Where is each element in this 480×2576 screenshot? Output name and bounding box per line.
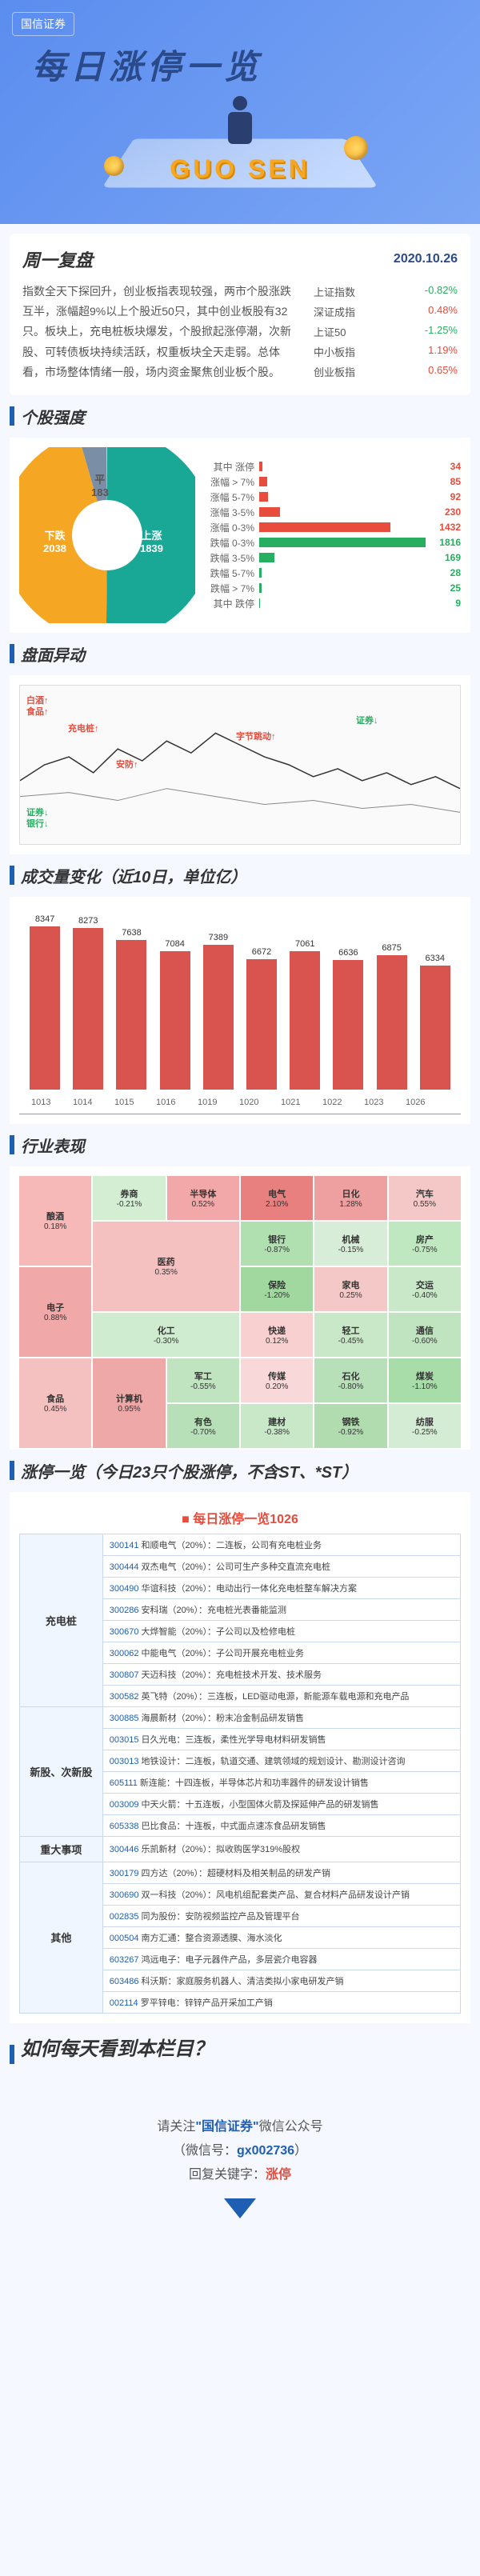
index-row: 上证50-1.25% <box>314 322 458 342</box>
volume-bar: 7061 <box>289 939 321 1090</box>
index-row: 上证指数-0.82% <box>314 282 458 302</box>
sector-cell: 家电0.25% <box>314 1267 386 1311</box>
sector-cell: 交运-0.40% <box>389 1267 461 1311</box>
sector-cell: 电气2.10% <box>241 1176 313 1220</box>
sector-cell: 保险-1.20% <box>241 1267 313 1311</box>
volume-bar: 7389 <box>202 933 234 1090</box>
index-row: 中小板指1.19% <box>314 342 458 362</box>
section-movement-title: 盘面异动 <box>21 642 85 666</box>
volume-bar: 7638 <box>115 928 147 1090</box>
sector-cell: 酿酒0.18% <box>19 1176 91 1266</box>
review-date: 2020.10.26 <box>394 252 458 266</box>
review-text: 指数全天下探回升，创业板指表现较强，两市个股涨跌互半，涨幅超9%以上个股近50只… <box>22 282 301 382</box>
limit-row: 其他300179 四方达（20%）：超硬材料及相关制品的研发产销 <box>20 1862 461 1883</box>
sector-cell: 计算机0.95% <box>93 1358 165 1448</box>
limit-row: 重大事项300446 乐凯新材（20%）：拟收购医学319%股权 <box>20 1836 461 1862</box>
sector-cell: 医药0.35% <box>93 1222 239 1311</box>
movement-label: 字节跳动↑ <box>236 730 276 742</box>
sector-cell: 有色-0.70% <box>167 1404 239 1448</box>
volume-bar: 6636 <box>332 948 364 1090</box>
limit-row: 充电桩300141 和顺电气（20%）：二连板，公司有充电桩业务 <box>20 1534 461 1555</box>
movement-chart: 白酒↑食品↑充电桩↑安防↑字节跳动↑证券↓银行↓证券↓ <box>19 685 461 845</box>
sector-cell: 军工-0.55% <box>167 1358 239 1402</box>
movement-panel: 白酒↑食品↑充电桩↑安防↑字节跳动↑证券↓银行↓证券↓ <box>10 675 470 854</box>
volume-bar: 6875 <box>376 943 408 1090</box>
sector-cell: 快递0.12% <box>241 1313 313 1357</box>
sector-treemap: 酿酒0.18%券商-0.21%半导体0.52%电气2.10%日化1.28%汽车0… <box>19 1176 461 1440</box>
strength-bar-row: 涨幅 5-7%92 <box>203 490 461 504</box>
strength-bar-row: 涨幅 > 7%85 <box>203 475 461 489</box>
sector-cell: 券商-0.21% <box>93 1176 165 1220</box>
volume-bar: 8273 <box>72 916 104 1090</box>
sector-cell: 石化-0.80% <box>314 1358 386 1402</box>
sector-cell: 房产-0.75% <box>389 1222 461 1266</box>
sector-cell: 煤炭-1.10% <box>389 1358 461 1402</box>
section-volume-title: 成交量变化（近10日，单位亿） <box>21 864 246 887</box>
strength-bar-row: 涨幅 0-3%1432 <box>203 521 461 534</box>
section-limit-title: 涨停一览（今日23只个股涨停，不含ST、*ST） <box>21 1459 358 1482</box>
volume-bar: 6672 <box>246 947 278 1090</box>
section-sector-title: 行业表现 <box>21 1134 85 1157</box>
review-panel: 周一复盘 2020.10.26 指数全天下探回升，创业板指表现较强，两市个股涨跌… <box>10 234 470 395</box>
limit-row: 新股、次新股300885 海晨新材（20%）：粉末冶金制品研发销售 <box>20 1706 461 1728</box>
strength-bar-row: 跌幅 > 7%25 <box>203 582 461 595</box>
strength-bars: 其中 涨停34涨幅 > 7%85涨幅 5-7%92 涨幅 3-5%230 涨幅 0-… <box>195 458 461 612</box>
page-title: 每日涨停一览 <box>32 40 262 89</box>
logo: 国信证券 <box>12 12 74 36</box>
sector-cell: 钢铁-0.92% <box>314 1404 386 1448</box>
strength-bar-row: 其中 涨停34 <box>203 460 461 474</box>
volume-bar: 6334 <box>419 954 451 1090</box>
brand-text: GUO SEN <box>170 154 310 184</box>
sector-cell: 化工-0.30% <box>93 1313 239 1357</box>
sector-cell: 传媒0.20% <box>241 1358 313 1402</box>
header-banner: 国信证券 每日涨停一览 GUO SEN <box>0 0 480 224</box>
section-strength-title: 个股强度 <box>21 405 85 428</box>
strength-panel: 下跌2038 上涨1839 平183 其中 涨停34涨幅 > 7%85涨幅 5-… <box>10 438 470 633</box>
volume-chart: 8347101382731014763810157084101673891019… <box>19 906 461 1114</box>
index-row: 深证成指0.48% <box>314 302 458 322</box>
sector-cell: 电子0.88% <box>19 1267 91 1357</box>
strength-pie: 下跌2038 上涨1839 平183 <box>19 447 195 623</box>
index-row: 创业板指0.65% <box>314 362 458 382</box>
sector-cell: 建材-0.38% <box>241 1404 313 1448</box>
down-arrow-icon <box>224 2198 256 2218</box>
footer-question: 如何每天看到本栏目？ <box>21 2033 213 2061</box>
header-illustration: GUO SEN <box>88 88 392 208</box>
index-list: 上证指数-0.82%深证成指0.48%上证50-1.25%中小板指1.19%创业… <box>314 282 458 382</box>
review-title: 周一复盘 <box>22 246 93 272</box>
sector-cell: 日化1.28% <box>314 1176 386 1220</box>
movement-label: 食品↑ <box>26 705 49 718</box>
movement-label: 安防↑ <box>116 758 138 770</box>
strength-bar-row: 跌幅 5-7%28 <box>203 566 461 580</box>
sector-cell: 汽车0.55% <box>389 1176 461 1220</box>
footer-panel: 请关注"国信证券"微信公众号 （微信号：gx002736） 回复关键字：涨停 <box>0 2086 480 2258</box>
strength-bar-row: 跌幅 3-5%169 <box>203 551 461 565</box>
sector-panel: 酿酒0.18%券商-0.21%半导体0.52%电气2.10%日化1.28%汽车0… <box>10 1166 470 1450</box>
limit-panel: ■ 每日涨停一览1026 充电桩300141 和顺电气（20%）：二连板，公司有… <box>10 1492 470 2023</box>
volume-bar: 8347 <box>29 914 61 1090</box>
movement-label: 证券↓ <box>356 714 378 726</box>
strength-bar-row: 跌幅 0-3%1816 <box>203 536 461 550</box>
sector-cell: 半导体0.52% <box>167 1176 239 1220</box>
strength-bar-row: 涨幅 3-5%230 <box>203 506 461 519</box>
sector-cell: 轻工-0.45% <box>314 1313 386 1357</box>
sector-cell: 银行-0.87% <box>241 1222 313 1266</box>
movement-label: 银行↓ <box>26 817 49 830</box>
volume-bar: 7084 <box>159 939 191 1090</box>
sector-cell: 通信-0.60% <box>389 1313 461 1357</box>
volume-panel: 8347101382731014763810157084101673891019… <box>10 897 470 1124</box>
sector-cell: 食品0.45% <box>19 1358 91 1448</box>
limit-list-head: ■ 每日涨停一览1026 <box>19 1502 461 1534</box>
sector-cell: 纺服-0.25% <box>389 1404 461 1448</box>
limit-table: 充电桩300141 和顺电气（20%）：二连板，公司有充电桩业务300444 双… <box>19 1534 461 2014</box>
movement-label: 充电桩↑ <box>68 722 99 734</box>
strength-bar-row: 其中 跌停9 <box>203 597 461 610</box>
sector-cell: 机械-0.15% <box>314 1222 386 1266</box>
